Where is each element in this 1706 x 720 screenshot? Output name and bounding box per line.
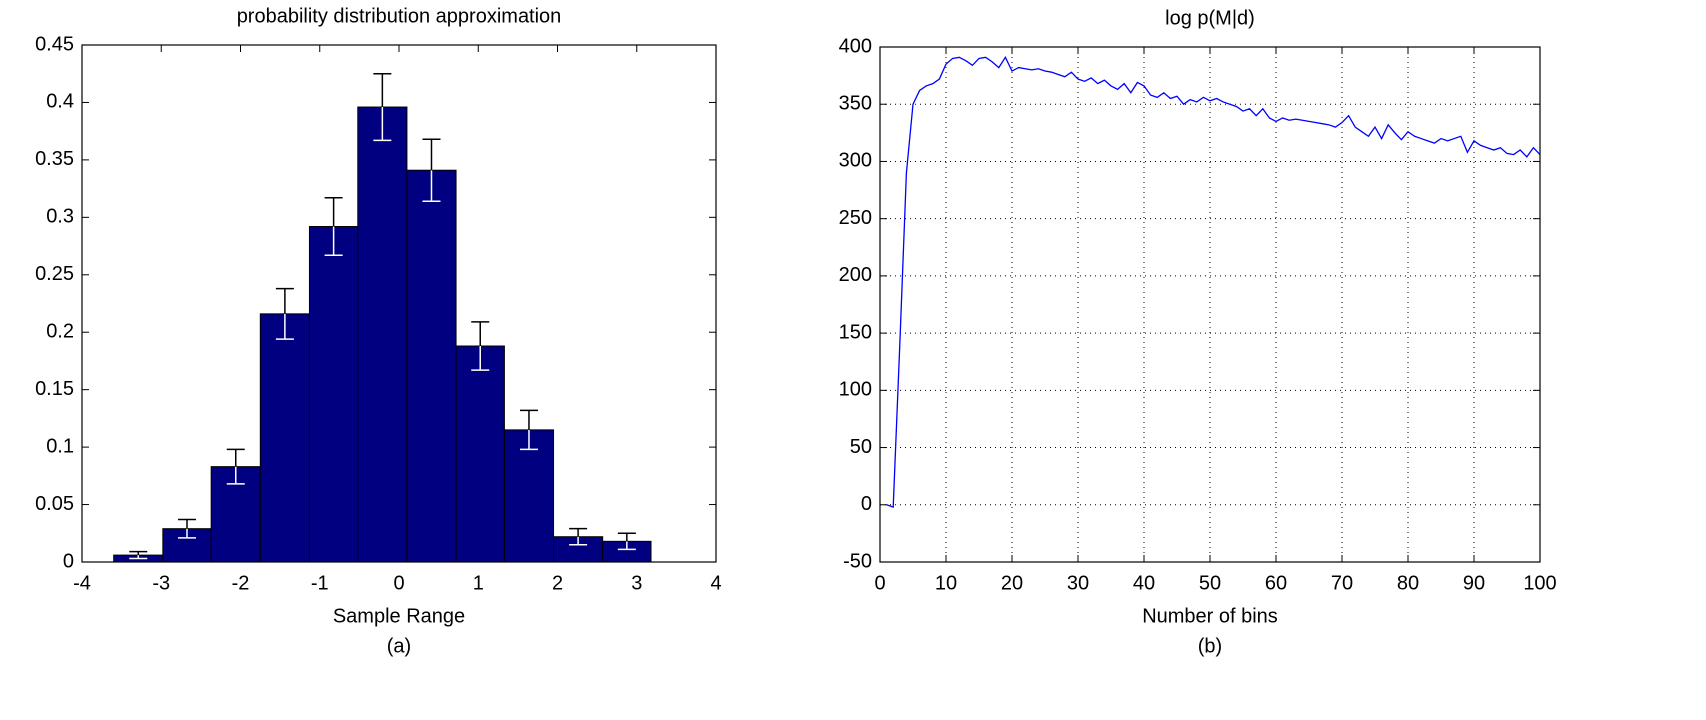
x-tick-label: 40 [1133, 572, 1155, 594]
bar [406, 169, 457, 563]
y-tick-label: 0.45 [35, 33, 74, 55]
y-tick-label: 0.1 [46, 435, 74, 457]
bar [357, 106, 408, 563]
caption: (a) [387, 635, 411, 657]
y-tick-label: 150 [839, 321, 872, 343]
x-tick-label: 50 [1199, 572, 1221, 594]
chart-title: log p(M|d) [1165, 7, 1255, 29]
axes-frame [879, 46, 1541, 563]
bar [455, 345, 505, 563]
bar [259, 313, 310, 563]
y-tick-label: 350 [839, 93, 872, 115]
x-tick-label: 4 [710, 572, 721, 594]
x-tick-label: 30 [1067, 572, 1089, 594]
x-tick-label: 0 [874, 572, 885, 594]
y-tick-label: 250 [839, 207, 872, 229]
x-tick-label: -2 [232, 572, 250, 594]
x-tick-label: 2 [552, 572, 563, 594]
y-tick-label: 0 [63, 550, 74, 572]
y-tick-label: -50 [843, 550, 872, 572]
y-tick-label: 300 [839, 150, 872, 172]
y-tick-label: 400 [839, 35, 872, 57]
y-tick-label: 0.3 [46, 206, 74, 228]
y-tick-label: 0.4 [46, 91, 74, 113]
plot-area [880, 47, 1540, 562]
y-tick-label: 50 [850, 436, 872, 458]
x-tick-label: 3 [631, 572, 642, 594]
chart-title: probability distribution approximation [237, 5, 562, 27]
y-tick-label: 0.35 [35, 148, 74, 170]
x-tick-label: 10 [935, 572, 957, 594]
axes-frame [81, 44, 717, 563]
x-tick-label: 1 [473, 572, 484, 594]
x-axis-label: Number of bins [1142, 605, 1278, 627]
x-tick-label: 20 [1001, 572, 1023, 594]
x-tick-label: 90 [1463, 572, 1485, 594]
y-tick-label: 0 [861, 493, 872, 515]
bar [503, 429, 555, 563]
x-tick-label: 60 [1265, 572, 1287, 594]
y-tick-label: 0.2 [46, 321, 74, 343]
x-tick-label: -1 [311, 572, 329, 594]
y-tick-label: 0.05 [35, 493, 74, 515]
x-axis-label: Sample Range [333, 605, 465, 627]
x-tick-label: 100 [1523, 572, 1556, 594]
x-tick-label: 70 [1331, 572, 1353, 594]
x-tick-label: -3 [152, 572, 170, 594]
data-line [886, 55, 1541, 508]
caption: (b) [1198, 635, 1222, 657]
x-tick-label: 80 [1397, 572, 1419, 594]
y-tick-label: 200 [839, 264, 872, 286]
x-tick-label: 0 [393, 572, 404, 594]
y-tick-label: 0.15 [35, 378, 74, 400]
bar [308, 226, 359, 563]
y-tick-label: 100 [839, 379, 872, 401]
y-tick-label: 0.25 [35, 263, 74, 285]
x-tick-label: -4 [73, 572, 91, 594]
